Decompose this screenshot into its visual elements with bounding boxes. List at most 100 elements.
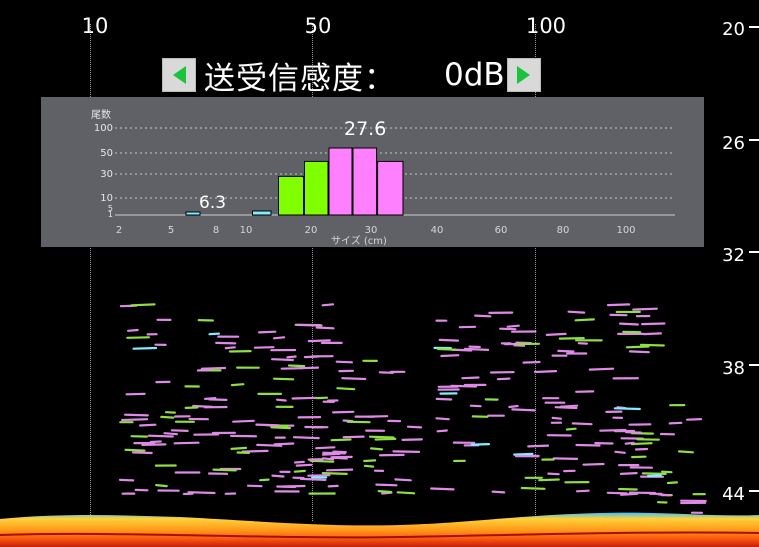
fish-echo-mark — [506, 324, 520, 328]
range-label: 100 — [525, 14, 567, 38]
fish-echo-mark — [147, 434, 174, 438]
fish-echo-mark — [547, 472, 560, 476]
fish-echo-mark — [208, 332, 220, 336]
gain-control: 送受信感度： 0dB — [162, 55, 541, 97]
fish-echo-mark — [677, 450, 695, 454]
fish-echo-mark — [335, 360, 353, 364]
histogram-x-tick-label: 8 — [213, 225, 219, 236]
fish-echo-mark — [303, 355, 320, 359]
fish-echo-mark — [224, 346, 236, 350]
fish-echo-mark — [641, 472, 667, 475]
fish-echo-mark — [406, 425, 423, 429]
histogram-y-tick-label: 30 — [100, 169, 113, 180]
fish-echo-mark — [309, 459, 335, 463]
fish-echo-mark — [640, 322, 666, 326]
fish-echo-mark — [276, 398, 287, 402]
histogram-x-tick-label: 40 — [431, 225, 444, 236]
fish-echo-mark — [392, 450, 421, 453]
fish-echo-mark — [124, 448, 146, 452]
histogram-x-tick-label: 80 — [557, 225, 570, 236]
fish-echo-mark — [571, 422, 593, 426]
range-gridline — [90, 24, 91, 521]
histogram-y-tick-label: 10 — [100, 193, 113, 204]
fish-echo-mark — [606, 491, 628, 495]
fish-echo-mark — [666, 481, 679, 485]
fish-echo-mark — [187, 491, 216, 495]
fish-echo-mark — [295, 463, 313, 467]
histogram-x-tick-label: 30 — [365, 225, 378, 236]
fish-echo-mark — [375, 483, 398, 487]
histogram-x-title: サイズ (cm) — [331, 234, 387, 247]
depth-tick — [749, 139, 759, 141]
fish-echo-mark — [639, 343, 665, 347]
fish-echo-mark — [149, 440, 162, 444]
fish-echo-mark — [378, 371, 395, 374]
fish-echo-mark — [131, 451, 153, 455]
fish-echo-mark — [127, 328, 139, 332]
histogram-x-tick-label: 60 — [495, 225, 508, 236]
fish-echo-mark — [287, 364, 306, 368]
fish-echo-mark — [196, 368, 211, 372]
fish-echo-mark — [342, 435, 365, 439]
fish-echo-mark — [299, 366, 320, 370]
fish-echo-mark — [436, 429, 448, 433]
fish-echo-mark — [173, 441, 200, 445]
fish-echo-mark — [575, 443, 601, 447]
fish-echo-mark — [315, 326, 335, 330]
fish-echo-mark — [374, 437, 397, 441]
triangle-left-icon — [172, 66, 186, 84]
fish-echo-mark — [469, 404, 482, 408]
fish-echo-mark — [204, 397, 217, 400]
fish-echo-mark — [258, 330, 277, 334]
fish-echo-mark — [330, 438, 352, 442]
fish-echo-mark — [634, 447, 649, 451]
fish-echo-mark — [660, 470, 673, 474]
fish-echo-mark — [363, 464, 375, 468]
fish-echo-mark — [435, 417, 450, 421]
fish-echo-mark — [315, 446, 336, 450]
fish-echo-mark — [619, 492, 639, 496]
fish-echo-mark — [363, 459, 377, 463]
fish-echo-mark — [232, 419, 255, 423]
depth-tick — [749, 490, 759, 492]
fish-echo-mark — [377, 490, 393, 494]
mean-size-annotation-large: 27.6 — [344, 118, 386, 140]
fish-echo-mark — [624, 441, 635, 445]
fish-echo-mark — [575, 489, 590, 493]
fish-echo-mark — [336, 387, 356, 391]
range-gridline — [535, 24, 536, 521]
fish-echo-mark — [256, 443, 283, 447]
gain-increase-button[interactable] — [506, 58, 541, 92]
fish-echo-mark — [430, 487, 455, 491]
fish-echo-mark — [139, 423, 157, 427]
fish-echo-mark — [370, 447, 383, 451]
fish-echo-mark — [437, 347, 457, 351]
fish-echo-mark — [160, 415, 175, 419]
fish-echo-mark — [588, 367, 615, 371]
fish-echo-mark — [470, 443, 491, 446]
histogram-x-tick-label: 20 — [305, 225, 318, 236]
fish-echo-mark — [520, 486, 546, 490]
fish-echo-mark — [230, 383, 245, 387]
fish-echo-mark — [230, 446, 248, 450]
fish-echo-mark — [527, 444, 550, 448]
fish-echo-mark — [538, 478, 560, 482]
gain-decrease-button[interactable] — [162, 58, 196, 92]
histogram-bar — [328, 147, 353, 216]
fish-echo-mark — [565, 427, 577, 431]
fish-echo-mark — [170, 429, 189, 432]
mean-size-annotation-small: 6.3 — [199, 193, 226, 213]
histogram-y-tick-label: 100 — [94, 123, 113, 134]
fish-echo-mark — [513, 344, 526, 347]
fish-echo-mark — [130, 303, 156, 307]
histogram-y-tick-label: 50 — [100, 148, 113, 159]
fish-echo-mark — [368, 435, 395, 439]
fish-echo-mark — [513, 452, 534, 456]
histogram-x-tick-label: 10 — [240, 225, 253, 236]
histogram-y-title: 尾数 — [91, 108, 111, 121]
histogram-bar — [377, 160, 404, 216]
fish-echo-mark — [474, 314, 492, 318]
fish-echo-mark — [657, 493, 672, 497]
